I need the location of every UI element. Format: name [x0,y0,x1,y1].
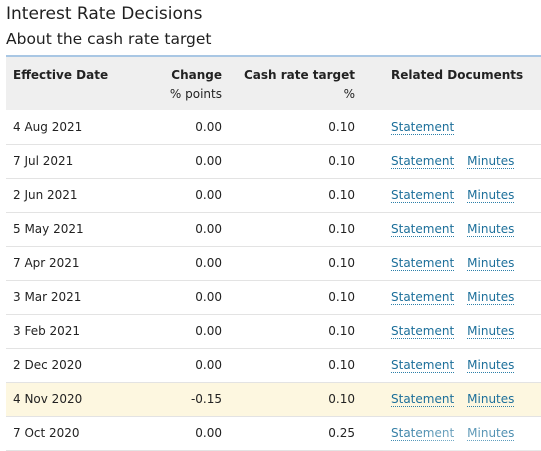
statement-link[interactable]: Statement [391,188,455,203]
cell-cash-rate: 0.10 [222,348,355,383]
table-header-row: Effective Date Change % points Cash rate… [6,57,541,110]
cell-change: 0.00 [129,246,222,281]
cell-effective-date: 7 Apr 2021 [6,246,129,281]
cell-cash-rate: 0.10 [222,314,355,349]
cell-cash-rate: 0.10 [222,382,355,417]
interest-rate-table: Effective Date Change % points Cash rate… [6,57,541,451]
table-row: 4 Nov 2020 -0.15 0.10 Statement Minutes [6,382,541,417]
statement-link[interactable]: Statement [391,222,455,237]
statement-link[interactable]: Statement [391,324,455,339]
cell-change: 0.00 [129,144,222,179]
header-effective-date: Effective Date [6,57,129,110]
cell-change: 0.00 [129,348,222,383]
statement-link[interactable]: Statement [391,119,455,135]
cell-cash-rate: 0.10 [222,144,355,179]
cell-change: 0.00 [129,110,222,145]
header-related-documents: Related Documents [355,57,541,110]
cell-cash-rate: 0.10 [222,280,355,315]
minutes-link[interactable]: Minutes [467,256,515,271]
cell-change: 0.00 [129,178,222,213]
header-change-label: Change [171,68,222,82]
cell-related-documents: Statement Minutes [355,416,541,451]
page-subtitle: About the cash rate target [6,30,212,48]
statement-link[interactable]: Statement [391,290,455,305]
cell-cash-rate: 0.25 [222,416,355,451]
table-row: 3 Mar 2021 0.00 0.10 Statement Minutes [6,280,541,315]
cell-cash-rate: 0.10 [222,178,355,213]
cell-related-documents: Statement Minutes [355,212,541,247]
header-change-unit: % points [169,87,222,101]
minutes-link[interactable]: Minutes [467,188,515,203]
table-body: 4 Aug 2021 0.00 0.10 Statement 7 Jul 2021 0.0… [6,110,541,451]
header-change: Change % points [129,57,222,110]
minutes-link[interactable]: Minutes [467,290,515,305]
statement-link[interactable]: Statement [391,426,455,441]
cell-change: 0.00 [129,212,222,247]
statement-link[interactable]: Statement [391,154,455,169]
cell-effective-date: 4 Nov 2020 [6,382,129,417]
minutes-link[interactable]: Minutes [467,426,515,441]
cell-effective-date: 2 Dec 2020 [6,348,129,383]
minutes-link[interactable]: Minutes [467,154,515,169]
table-row: 4 Aug 2021 0.00 0.10 Statement [6,110,541,145]
cell-related-documents: Statement Minutes [355,280,541,315]
minutes-link[interactable]: Minutes [467,324,515,339]
cell-effective-date: 7 Oct 2020 [6,416,129,451]
table-row: 2 Dec 2020 0.00 0.10 Statement Minutes [6,348,541,383]
cell-effective-date: 5 May 2021 [6,212,129,247]
cell-effective-date: 4 Aug 2021 [6,110,129,145]
cell-cash-rate: 0.10 [222,246,355,281]
header-cash-rate-unit: % [343,87,355,101]
header-divider [6,55,541,57]
cell-related-documents: Statement [355,110,541,145]
cell-cash-rate: 0.10 [222,212,355,247]
minutes-link[interactable]: Minutes [467,222,515,237]
statement-link[interactable]: Statement [391,358,455,373]
cell-related-documents: Statement Minutes [355,144,541,179]
table-row: 7 Oct 2020 0.00 0.25 Statement Minutes [6,416,541,451]
cell-related-documents: Statement Minutes [355,246,541,281]
table-row: 7 Jul 2021 0.00 0.10 Statement Minutes [6,144,541,179]
table-row: 3 Feb 2021 0.00 0.10 Statement Minutes [6,314,541,349]
cell-related-documents: Statement Minutes [355,382,541,417]
page-title: Interest Rate Decisions [6,4,203,24]
minutes-link[interactable]: Minutes [467,358,515,373]
cell-cash-rate: 0.10 [222,110,355,145]
cell-related-documents: Statement Minutes [355,178,541,213]
cell-related-documents: Statement Minutes [355,348,541,383]
cell-effective-date: 7 Jul 2021 [6,144,129,179]
header-effective-date-label: Effective Date [13,68,109,82]
cell-effective-date: 2 Jun 2021 [6,178,129,213]
cell-change: 0.00 [129,416,222,451]
header-cash-rate: Cash rate target % [222,57,355,110]
table-row: 7 Apr 2021 0.00 0.10 Statement Minutes [6,246,541,281]
cell-change: -0.15 [129,382,222,417]
cell-related-documents: Statement Minutes [355,314,541,349]
header-related-documents-label: Related Documents [391,68,524,82]
statement-link[interactable]: Statement [391,392,455,407]
cell-effective-date: 3 Feb 2021 [6,314,129,349]
header-cash-rate-label: Cash rate target [243,68,355,82]
statement-link[interactable]: Statement [391,256,455,271]
cell-effective-date: 3 Mar 2021 [6,280,129,315]
minutes-link[interactable]: Minutes [467,392,515,407]
table-row: 2 Jun 2021 0.00 0.10 Statement Minutes [6,178,541,213]
cell-change: 0.00 [129,314,222,349]
table-row: 5 May 2021 0.00 0.10 Statement Minutes [6,212,541,247]
cell-change: 0.00 [129,280,222,315]
